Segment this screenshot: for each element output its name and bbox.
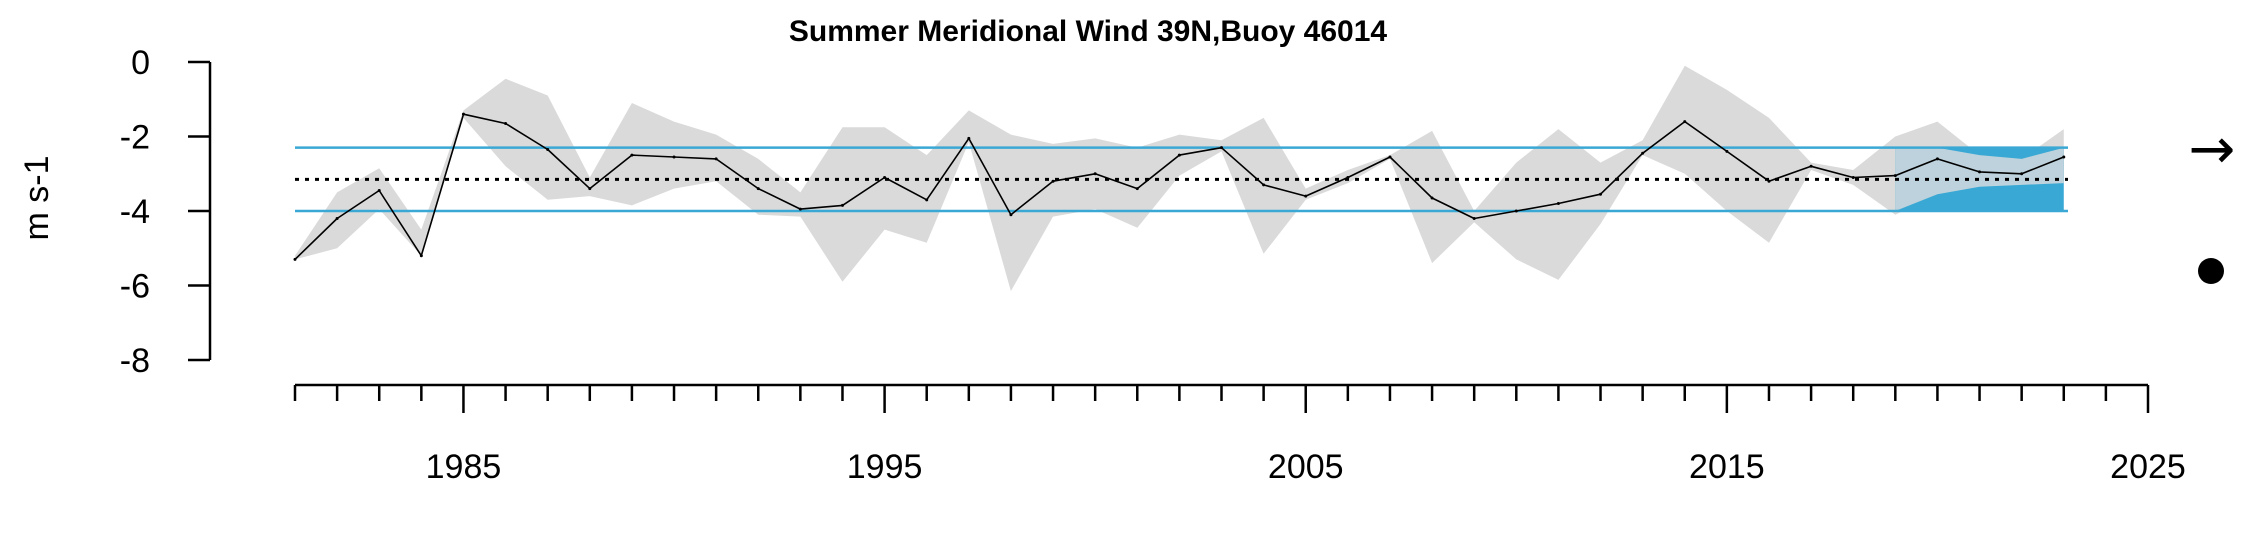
data-point bbox=[798, 207, 802, 211]
data-point bbox=[2062, 155, 2066, 159]
y-axis-label: m s-1 bbox=[18, 156, 56, 241]
data-point bbox=[419, 254, 423, 258]
data-point bbox=[1388, 155, 1392, 159]
data-point bbox=[335, 216, 339, 220]
x-tick-label: 1995 bbox=[847, 448, 923, 486]
data-point bbox=[1430, 196, 1434, 200]
data-point bbox=[504, 121, 508, 125]
data-point bbox=[1051, 179, 1055, 183]
data-point bbox=[1556, 202, 1560, 206]
y-tick-label: 0 bbox=[131, 44, 150, 82]
data-point bbox=[672, 155, 676, 159]
data-point bbox=[1767, 179, 1771, 183]
data-point bbox=[1725, 149, 1729, 153]
data-point bbox=[1220, 146, 1223, 150]
data-point bbox=[377, 189, 381, 193]
data-point bbox=[1978, 170, 1982, 174]
data-point bbox=[1599, 192, 1603, 196]
data-point bbox=[1346, 175, 1350, 179]
data-point bbox=[1304, 194, 1308, 198]
data-point bbox=[546, 148, 550, 152]
y-tick-label: -6 bbox=[120, 268, 150, 306]
chart-title: Summer Meridional Wind 39N,Buoy 46014 bbox=[789, 15, 1388, 48]
data-point bbox=[967, 136, 971, 140]
x-tick-label: 2015 bbox=[1689, 448, 1765, 486]
data-point bbox=[1514, 209, 1518, 213]
data-point bbox=[1472, 216, 1476, 220]
data-point bbox=[1683, 120, 1687, 124]
x-tick-label: 1985 bbox=[426, 448, 502, 486]
data-point bbox=[1093, 172, 1097, 176]
y-tick-label: -2 bbox=[120, 119, 150, 157]
trend-arrow-icon: → bbox=[2189, 117, 2236, 182]
data-point bbox=[1893, 174, 1897, 178]
data-point bbox=[1809, 164, 1813, 168]
x-tick-label: 2025 bbox=[2110, 448, 2186, 486]
data-point bbox=[1009, 213, 1013, 217]
data-point bbox=[1851, 175, 1855, 179]
data-point bbox=[293, 257, 297, 261]
data-point bbox=[1177, 153, 1181, 157]
data-point bbox=[883, 175, 887, 179]
mean-indicator-dot bbox=[2198, 258, 2224, 284]
plot-area bbox=[293, 65, 2068, 292]
data-point bbox=[2020, 172, 2024, 176]
data-point bbox=[1641, 151, 1645, 155]
data-point bbox=[756, 187, 760, 191]
data-point bbox=[925, 198, 929, 202]
data-point bbox=[1135, 187, 1139, 191]
data-point bbox=[1262, 183, 1266, 187]
y-tick-label: -8 bbox=[120, 342, 150, 380]
x-tick-label: 2005 bbox=[1268, 448, 1344, 486]
data-point bbox=[461, 112, 465, 116]
data-point bbox=[1935, 157, 1939, 161]
data-point bbox=[840, 203, 844, 207]
data-point bbox=[714, 157, 718, 161]
recent-ribbon-overlay bbox=[1895, 147, 2064, 211]
y-axis: 0 -2 -4 -6 -8 bbox=[120, 44, 212, 380]
y-tick-label: -4 bbox=[120, 193, 150, 231]
data-point bbox=[630, 153, 634, 157]
data-point bbox=[588, 187, 592, 191]
x-axis: 1985 1995 2005 2015 2025 bbox=[293, 383, 2186, 486]
